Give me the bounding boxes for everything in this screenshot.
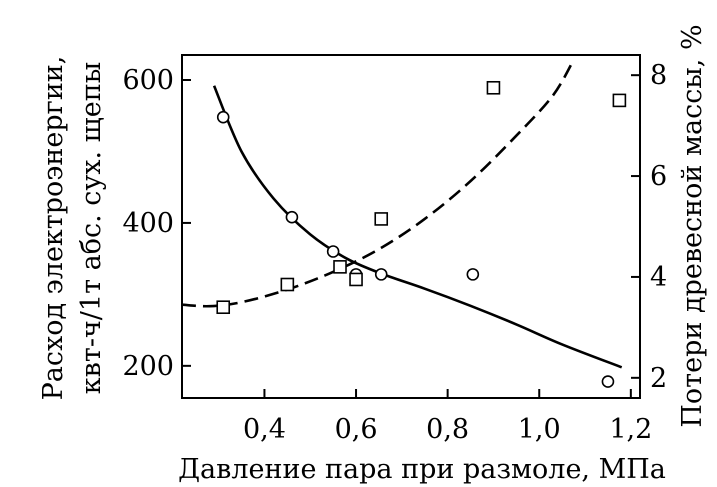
x-axis-title: Давление пара при размоле, МПа	[178, 454, 666, 485]
plot-frame-rect	[181, 54, 641, 399]
x-tick-label: 1,0	[518, 414, 561, 445]
energy-fit-line	[212, 85, 623, 369]
energy-data-point	[326, 245, 340, 258]
y-right-tick-label: 6	[650, 161, 667, 192]
axis-tick-labels: 0,4 0,6 0,8 1,0 1,2 200 400 600 2 4 6 8	[122, 60, 667, 445]
energy-data-point	[216, 110, 230, 124]
y-right-axis-title-text: Потери древесной массы, %	[677, 24, 708, 427]
y-left-tick-label: 600	[122, 65, 174, 96]
plot-frame	[181, 54, 641, 399]
x-tick-label: 0,8	[426, 414, 469, 445]
x-tick-label: 0,4	[243, 414, 286, 445]
wood-loss-data-point	[349, 272, 363, 287]
wood-loss-data-point	[374, 212, 389, 226]
y-right-axis-title: Потери древесной массы, %	[677, 24, 708, 427]
x-tick-label: 0,6	[335, 414, 378, 445]
data-markers	[216, 80, 627, 388]
wood-loss-data-point	[216, 300, 231, 315]
wood-loss-fit-line	[181, 59, 575, 308]
axis-ticks	[182, 74, 640, 398]
energy-data-point	[374, 268, 388, 281]
y-right-tick-label: 2	[650, 363, 667, 394]
y-left-axis-title-line-1: Расход электроэнергии,	[38, 56, 69, 401]
energy-data-point	[285, 210, 299, 224]
y-right-tick-label: 4	[650, 262, 667, 293]
wood-loss-data-point	[612, 93, 627, 108]
y-left-axis-title: Расход электроэнергии, квт-ч/1т абс. сух…	[38, 56, 107, 401]
y-left-tick-label: 200	[122, 351, 174, 382]
x-tick-label: 1,2	[609, 414, 652, 445]
fit-lines	[181, 59, 623, 369]
y-right-tick-label: 8	[650, 60, 667, 91]
wood-loss-data-point	[486, 80, 501, 95]
energy-data-point	[601, 375, 615, 388]
wood-loss-data-point	[333, 260, 347, 274]
energy-data-point	[466, 268, 480, 281]
y-left-tick-label: 400	[122, 208, 174, 239]
wood-loss-data-point	[280, 277, 295, 292]
y-left-axis-title-line-2: квт-ч/1т абс. сух. щепы	[76, 62, 107, 394]
